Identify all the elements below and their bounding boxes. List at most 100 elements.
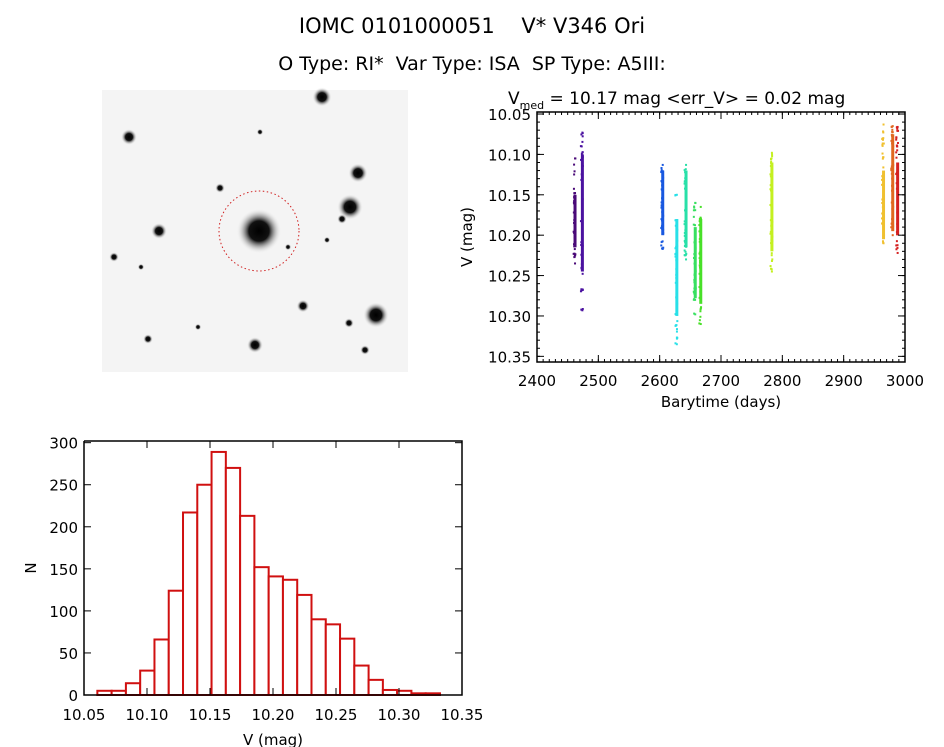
histogram-bar (124, 682, 142, 696)
data-point (573, 229, 576, 232)
data-cluster (661, 170, 665, 236)
data-point (698, 322, 701, 325)
data-point (771, 244, 774, 247)
data-point (896, 211, 899, 214)
data-point (574, 234, 577, 237)
data-point (896, 204, 899, 207)
data-point (891, 209, 894, 212)
data-point (661, 163, 664, 166)
data-point (573, 170, 576, 173)
data-point (699, 259, 702, 262)
object-title: IOMC 0101000051 V* V346 Ori (298, 14, 646, 38)
data-point (573, 248, 576, 251)
data-point (881, 175, 884, 178)
data-point (581, 309, 584, 312)
star-icon (143, 334, 153, 344)
data-point (693, 206, 696, 209)
data-point (769, 232, 772, 235)
histogram-bar (310, 618, 327, 696)
data-point (662, 246, 665, 249)
data-point (661, 247, 664, 250)
data-point (895, 244, 898, 247)
data-point (684, 168, 687, 171)
histogram-bar (381, 688, 399, 696)
data-cluster (896, 162, 900, 236)
histogram-bar (196, 483, 213, 697)
data-point (573, 192, 576, 195)
data-point (581, 194, 584, 197)
data-point (881, 143, 884, 146)
data-point (674, 281, 677, 284)
data-point (881, 178, 884, 181)
data-point (572, 201, 575, 204)
data-point (683, 223, 686, 226)
data-point (661, 227, 664, 230)
data-point (660, 244, 663, 247)
data-point (881, 206, 884, 209)
data-point (675, 278, 678, 281)
data-point (675, 296, 678, 299)
data-point (891, 208, 894, 211)
data-point (685, 258, 688, 261)
data-point (692, 223, 695, 226)
y-tick-label: 10.30 (488, 308, 531, 326)
data-point (581, 212, 584, 215)
data-point (896, 190, 899, 193)
x-tick-label: 2600 (641, 372, 679, 390)
data-point (698, 238, 701, 241)
data-point (574, 227, 577, 230)
data-point (573, 243, 576, 246)
data-point (699, 307, 702, 310)
data-point (684, 185, 687, 188)
data-point (770, 204, 773, 207)
data-point (579, 290, 582, 293)
data-point (574, 157, 577, 160)
data-point (675, 273, 678, 276)
data-point (661, 219, 664, 222)
data-point (685, 175, 688, 178)
data-point (573, 216, 576, 219)
data-point (698, 272, 701, 275)
data-point (572, 230, 575, 233)
data-point (660, 206, 663, 209)
data-point (699, 288, 702, 291)
star-icon (284, 243, 292, 251)
data-point (882, 204, 885, 207)
data-point (895, 182, 898, 185)
data-point (770, 259, 773, 262)
data-point (891, 218, 894, 221)
histogram-bar (324, 623, 342, 697)
data-point (662, 176, 665, 179)
data-point (896, 171, 899, 174)
data-point (660, 169, 663, 172)
data-point (890, 201, 893, 204)
star-icon (194, 323, 202, 331)
data-point (698, 224, 701, 227)
data-point (661, 184, 664, 187)
data-point (693, 262, 696, 265)
data-point (674, 219, 677, 222)
data-point (882, 196, 885, 199)
data-point (694, 271, 697, 274)
data-point (699, 290, 702, 293)
y-tick-label: 250 (49, 477, 78, 495)
data-point (580, 267, 583, 270)
data-point (891, 212, 894, 215)
data-point (699, 268, 702, 271)
data-point (693, 253, 696, 256)
data-point (660, 201, 663, 204)
data-point (890, 125, 893, 128)
data-point (770, 160, 773, 163)
data-point (693, 279, 696, 282)
data-point (684, 232, 687, 235)
data-point (882, 166, 885, 169)
data-point (881, 137, 884, 140)
data-point (580, 241, 583, 244)
data-point (698, 220, 701, 223)
data-point (771, 235, 774, 238)
x-tick-label: 3000 (886, 372, 924, 390)
data-point (683, 182, 686, 185)
data-point (661, 170, 664, 173)
data-point (572, 187, 575, 190)
